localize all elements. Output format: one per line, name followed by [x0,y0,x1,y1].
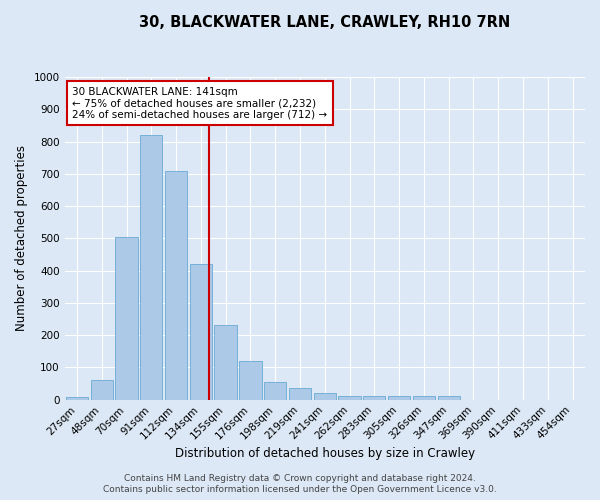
Bar [363,396,385,400]
Text: Contains HM Land Registry data © Crown copyright and database right 2024.
Contai: Contains HM Land Registry data © Crown c… [103,474,497,494]
Bar [289,388,311,400]
X-axis label: Distribution of detached houses by size in Crawley: Distribution of detached houses by size … [175,447,475,460]
Bar [115,236,137,400]
Bar [437,396,460,400]
Title: 30, BLACKWATER LANE, CRAWLEY, RH10 7RN: 30, BLACKWATER LANE, CRAWLEY, RH10 7RN [139,15,511,30]
Bar [190,264,212,400]
Bar [388,396,410,400]
Bar [140,135,163,400]
Bar [239,361,262,400]
Bar [214,326,237,400]
Bar [165,170,187,400]
Text: 30 BLACKWATER LANE: 141sqm
← 75% of detached houses are smaller (2,232)
24% of s: 30 BLACKWATER LANE: 141sqm ← 75% of deta… [73,86,328,120]
Bar [338,396,361,400]
Bar [264,382,286,400]
Y-axis label: Number of detached properties: Number of detached properties [15,146,28,332]
Bar [66,397,88,400]
Bar [413,396,435,400]
Bar [91,380,113,400]
Bar [314,394,336,400]
